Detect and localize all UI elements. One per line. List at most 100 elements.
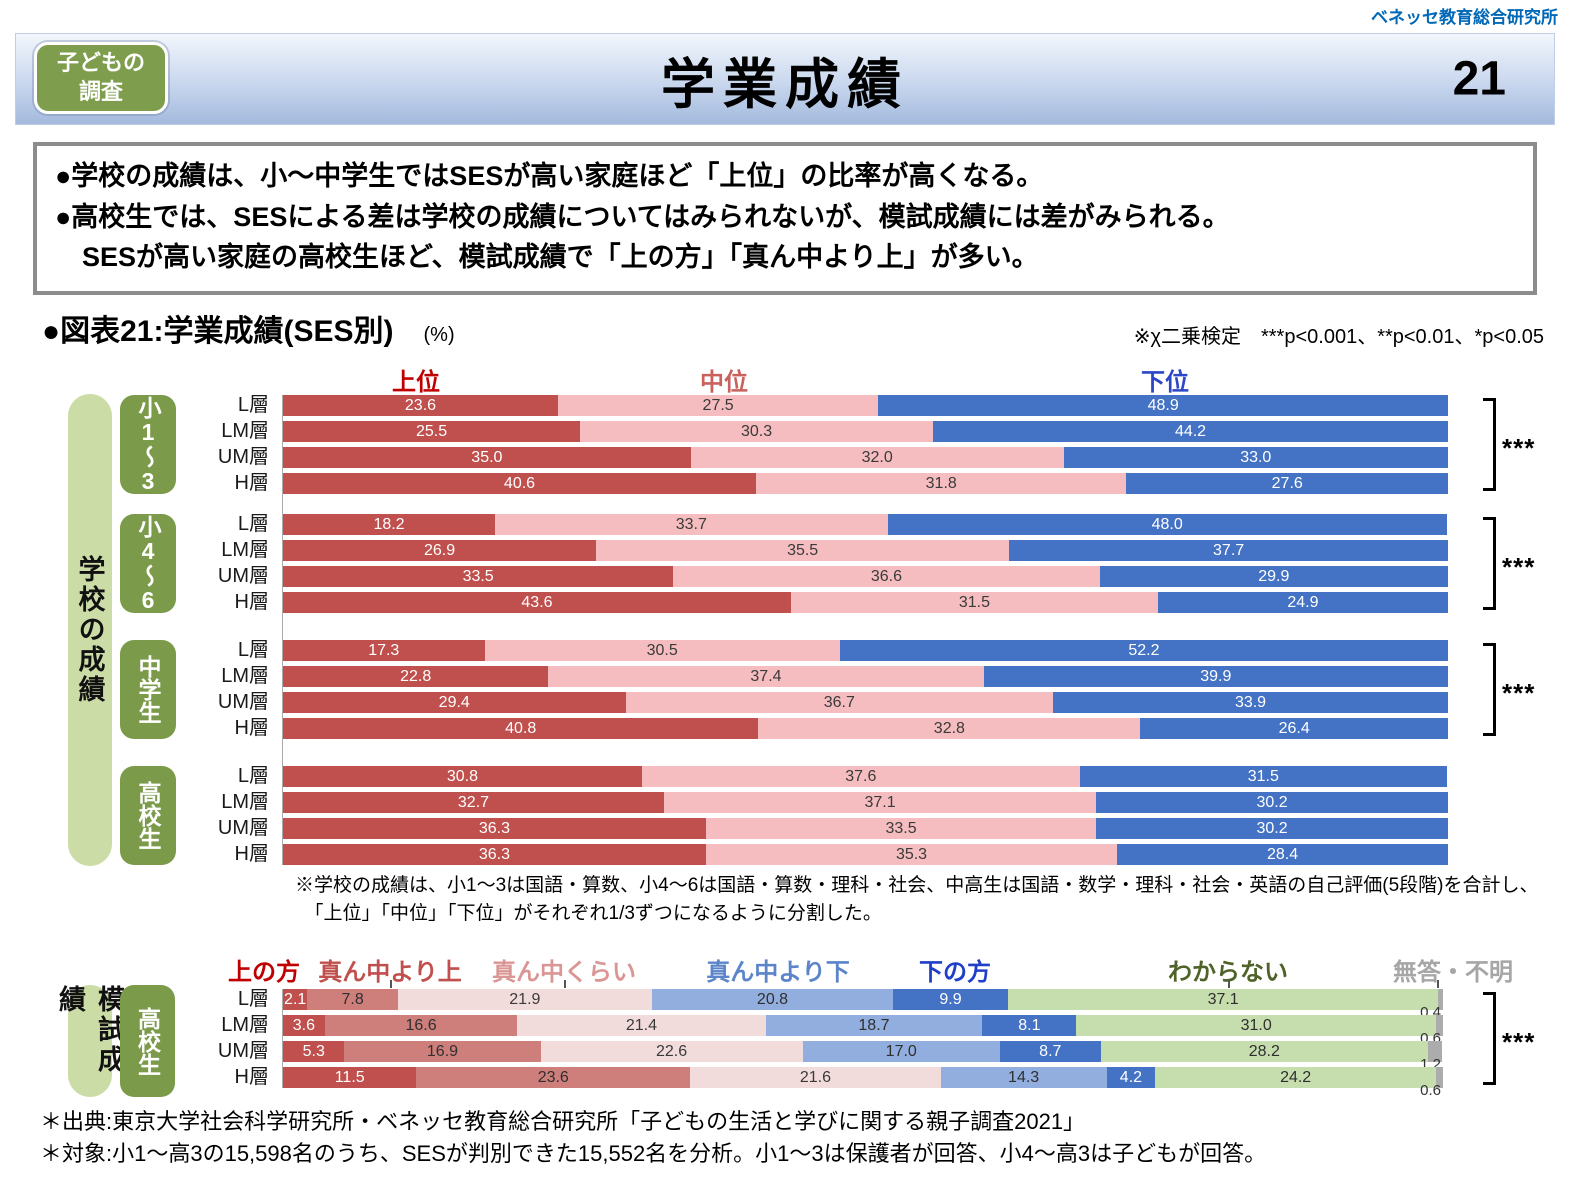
group-badge: 高校生: [120, 985, 175, 1097]
bar-segment: 8.7: [999, 1041, 1101, 1062]
bar-segment: 16.6: [324, 1015, 518, 1036]
bar-segment: 8.1: [982, 1015, 1077, 1036]
legend-label-7: 無答・不明: [1393, 959, 1513, 986]
bar-segment: 33.9: [1053, 692, 1448, 713]
header-bar: 子どもの 調査 学業成績 21: [15, 33, 1555, 125]
row-label: H層: [234, 591, 269, 613]
bar-row: 35.0 32.0 33.0: [283, 447, 1448, 468]
bar-segment: 25.5: [283, 421, 581, 442]
row-label: UM層: [217, 446, 269, 468]
legend-label-4: 真ん中より下: [706, 959, 850, 986]
bar-segment: 31.0: [1076, 1015, 1436, 1036]
bar-row: 2.1 7.8 21.9 20.8 9.9 37.1: [283, 989, 1443, 1010]
bar-segment: 18.2: [283, 514, 496, 535]
bar-row: 5.3 16.9 22.6 17.0 8.7 28.2: [283, 1041, 1443, 1062]
bar-segment: 40.8: [283, 718, 759, 739]
axis-line: [282, 989, 283, 1088]
bar-segment: 26.9: [283, 540, 597, 561]
significance-bracket: [1483, 643, 1496, 736]
bar-segment: 17.0: [802, 1041, 1000, 1062]
group-badge: 小4〜6: [120, 514, 176, 613]
row-label: UM層: [217, 691, 269, 713]
school-grades-footnote-line: 「上位」「中位」「下位」がそれぞれ1/3ずつになるように分割した。: [295, 902, 882, 924]
group-badge: 中学生: [120, 640, 176, 739]
bar-segment: 16.9: [344, 1041, 541, 1062]
row-label: L層: [237, 513, 269, 535]
survey-badge-line-2: 調査: [78, 79, 123, 104]
bar-segment: 43.6: [283, 592, 791, 613]
bar-segment: 37.1: [663, 792, 1097, 813]
bar-row: 29.4 36.7 33.9: [283, 692, 1448, 713]
row-label: H層: [234, 472, 269, 494]
bar-segment: 23.6: [416, 1067, 691, 1088]
bar-segment: 35.0: [283, 447, 691, 468]
bar-segment: 24.9: [1157, 592, 1448, 613]
bar-row: 40.8 32.8 26.4: [283, 718, 1448, 739]
bar-row: 3.6 16.6 21.4 18.7 8.1 31.0: [283, 1015, 1443, 1036]
bar-segment: 7.8: [307, 989, 398, 1010]
significance-label: ***: [1502, 432, 1536, 463]
bar-row: 36.3 33.5 30.2: [283, 818, 1448, 839]
significance-bracket: [1483, 992, 1496, 1085]
bar-segment: 36.3: [283, 844, 706, 865]
footer-source-line: ＊出典:東京大学社会科学研究所・ベネッセ教育総合研究所「子どもの生活と学びに関す…: [40, 1109, 1086, 1134]
bar-segment: 21.9: [397, 989, 652, 1010]
bar-segment: 33.5: [705, 818, 1097, 839]
row-label: LM層: [221, 539, 269, 561]
group-badge: 高校生: [120, 766, 176, 865]
outside-value-label: 0.6: [1420, 1082, 1441, 1099]
bar-row: 36.3 35.3 28.4: [283, 844, 1448, 865]
bar-segment: 2.1: [283, 989, 308, 1010]
axis-line: [282, 395, 283, 865]
bar-segment: 29.4: [283, 692, 626, 713]
bar-segment: 31.8: [755, 473, 1127, 494]
row-label: LM層: [221, 791, 269, 813]
bar-segment: 9.9: [893, 989, 1008, 1010]
row-label: H層: [234, 843, 269, 865]
bar-segment: 3.6: [283, 1015, 325, 1036]
group-badge-text: 高校生: [135, 781, 161, 850]
bar-segment: 18.7: [765, 1015, 983, 1036]
bar-segment: 37.7: [1009, 540, 1448, 561]
row-label: H層: [234, 717, 269, 739]
bar-segment: 32.8: [758, 718, 1141, 739]
bar-segment: [1427, 1041, 1442, 1062]
group-badge-text: 中学生: [135, 655, 161, 724]
bar-segment: 44.2: [933, 421, 1448, 442]
legend-label-2: 中位: [700, 369, 748, 396]
group-badge-text: 小4〜6: [135, 514, 161, 613]
bar-segment: 37.4: [548, 666, 984, 687]
school-grades-footnote: ※学校の成績は、小1〜3は国語・算数、小4〜6は国語・算数・理科・社会、中高生は…: [295, 872, 1539, 927]
bar-row: 32.7 37.1 30.2: [283, 792, 1448, 813]
chart-axis-label-text: 学校の成績: [74, 555, 105, 705]
page-number: 21: [1452, 52, 1506, 106]
bar-row: 30.8 37.6 31.5: [283, 766, 1448, 787]
legend-leader-tick: [1228, 980, 1230, 988]
significance-label: ***: [1502, 551, 1536, 582]
bar-segment: 11.5: [283, 1067, 417, 1088]
bar-segment: 36.3: [283, 818, 706, 839]
bar-segment: 29.9: [1099, 566, 1448, 587]
bar-segment: 31.5: [790, 592, 1158, 613]
bar-segment: 22.8: [283, 666, 549, 687]
bar-segment: 30.5: [484, 640, 840, 661]
bar-segment: 35.5: [596, 540, 1010, 561]
figure-unit: (%): [423, 324, 455, 346]
bar-segment: 32.7: [283, 792, 664, 813]
bar-segment: 33.7: [495, 514, 888, 535]
row-label: L層: [237, 765, 269, 787]
summary-line: SESが高い家庭の高校生ほど、模試成績で「上の方」「真ん中より上」が多い。: [55, 242, 1039, 272]
row-label: H層: [234, 1066, 269, 1088]
chart-axis-label: 模試成績: [55, 985, 124, 1097]
row-label: L層: [237, 394, 269, 416]
group-badge: 小1〜3: [120, 395, 176, 494]
legend-label-3: 下位: [1141, 369, 1189, 396]
row-label: LM層: [221, 665, 269, 687]
significance-label: ***: [1502, 1026, 1536, 1057]
bar-segment: 21.4: [517, 1015, 766, 1036]
bar-row: 17.3 30.5 52.2: [283, 640, 1448, 661]
survey-badge-line-1: 子どもの: [56, 50, 145, 76]
